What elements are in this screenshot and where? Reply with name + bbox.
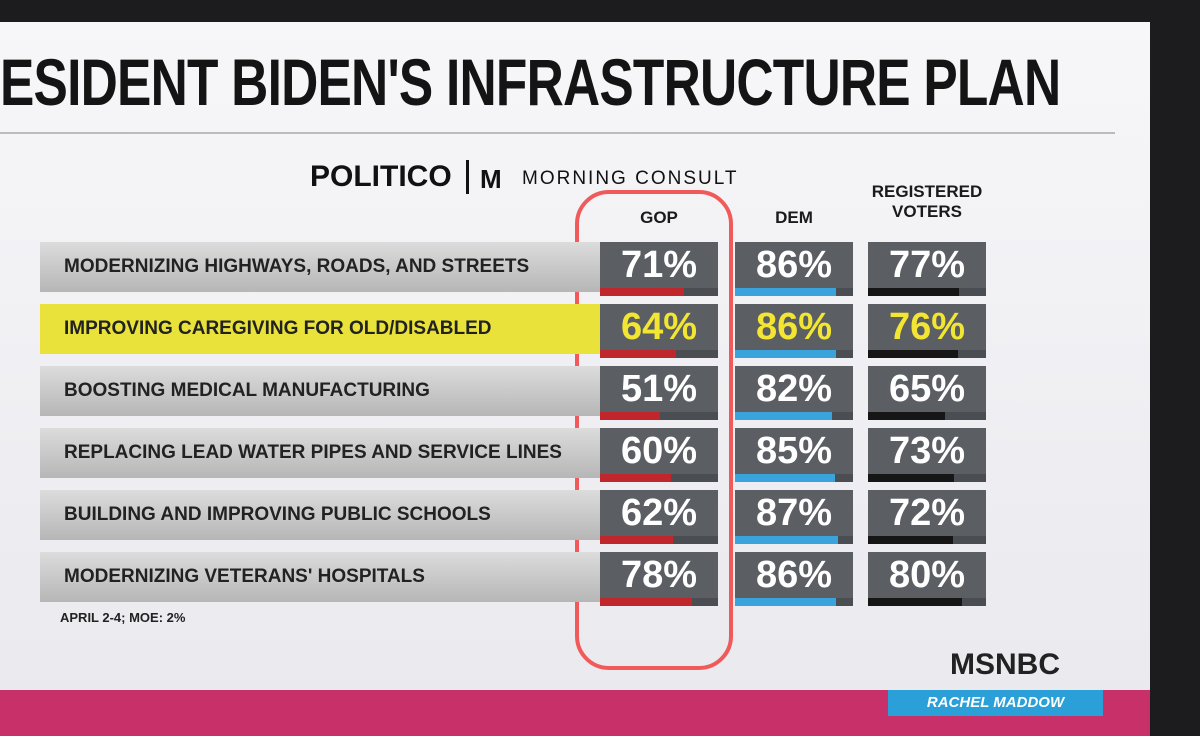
bar-track [868,598,986,606]
bar-track [868,536,986,544]
divider [466,160,469,194]
bar-track [868,412,986,420]
row-label: BOOSTING MEDICAL MANUFACTURING [40,366,600,416]
bar [868,288,959,296]
column-header: GOP [640,208,678,227]
row-label: REPLACING LEAD WATER PIPES AND SERVICE L… [40,428,600,478]
bar-track [868,474,986,482]
row-label: BUILDING AND IMPROVING PUBLIC SCHOOLS [40,490,600,540]
value-cell: 77% [868,242,986,288]
bar [735,288,837,296]
bar-track [600,350,718,358]
value-cell: 64% [600,304,718,350]
value-cell: 71% [600,242,718,288]
bar-track [600,412,718,420]
value-cell: 87% [735,490,853,536]
value-cell: 62% [600,490,718,536]
bar-track [735,288,853,296]
value-cell: 73% [868,428,986,474]
bar [735,350,837,358]
bar-track [868,288,986,296]
bar [600,288,684,296]
bar-track [735,474,853,482]
bar-track [600,288,718,296]
network-logo: MSNBC [950,648,1060,681]
bar-track [600,474,718,482]
bar-track [600,536,718,544]
bar [868,598,963,606]
value-cell: 86% [735,552,853,598]
value-cell: 78% [600,552,718,598]
bar [600,474,671,482]
bar [868,536,953,544]
bar [735,536,838,544]
footnote: APRIL 2-4; MOE: 2% [60,610,186,625]
source-logo: MORNING CONSULT [522,168,739,189]
bar [600,412,661,420]
value-cell: 80% [868,552,986,598]
value-cell: 86% [735,242,853,288]
bar [600,598,693,606]
bar-track [735,536,853,544]
value-cell: 51% [600,366,718,412]
value-cell: 85% [735,428,853,474]
bar-track [868,350,986,358]
bar [600,536,674,544]
source-logo: POLITICO [310,160,452,193]
bar [735,598,837,606]
bar-track [735,350,853,358]
bar [868,350,958,358]
frame [1150,0,1200,736]
value-cell: 72% [868,490,986,536]
bar [868,412,945,420]
bar-track [600,598,718,606]
show-logo: RACHEL MADDOW [888,690,1103,716]
value-cell: 86% [735,304,853,350]
title: ESIDENT BIDEN'S INFRASTRUCTURE PLAN [0,45,1061,119]
row-label: MODERNIZING VETERANS' HOSPITALS [40,552,600,602]
bar-track [735,598,853,606]
bar [600,350,676,358]
value-cell: 60% [600,428,718,474]
row-label: MODERNIZING HIGHWAYS, ROADS, AND STREETS [40,242,600,292]
value-cell: 65% [868,366,986,412]
bar [868,474,955,482]
row-label: IMPROVING CAREGIVING FOR OLD/DISABLED [40,304,600,354]
bar [735,474,836,482]
value-cell: 76% [868,304,986,350]
source-icon: M [480,164,502,194]
value-cell: 82% [735,366,853,412]
column-header: DEM [775,208,813,227]
rule [0,132,1115,134]
column-header: REGISTERED VOTERS [871,182,983,221]
bar [735,412,832,420]
bar-track [735,412,853,420]
